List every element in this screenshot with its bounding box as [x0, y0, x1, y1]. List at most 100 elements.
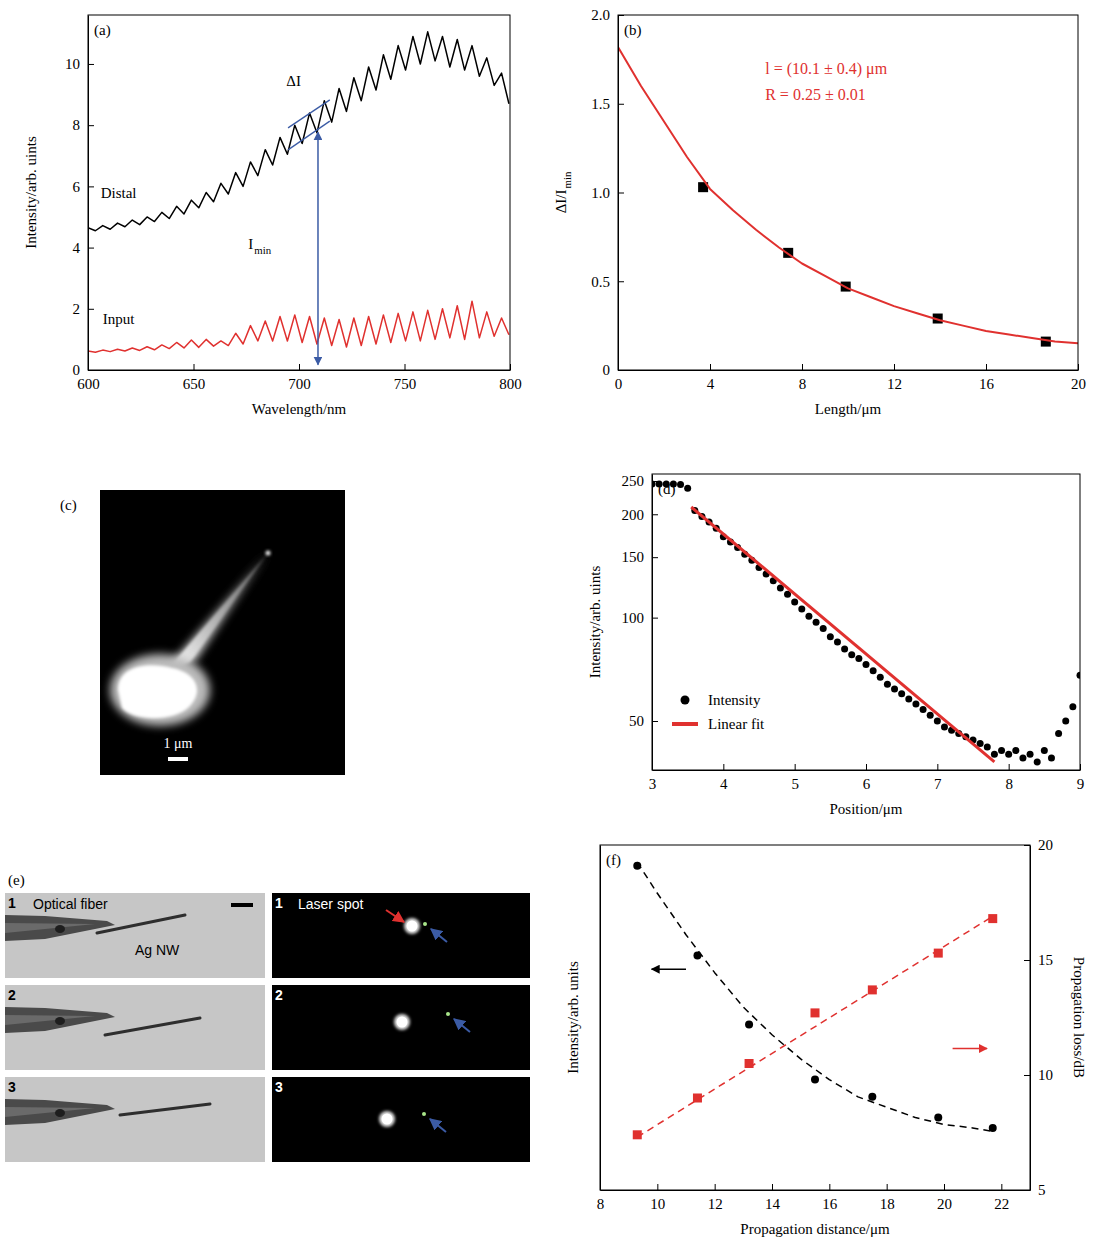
tick-label: 250	[622, 473, 645, 489]
point	[745, 1020, 753, 1028]
tick-mark	[618, 104, 624, 105]
tick: 12	[887, 364, 902, 392]
point	[820, 625, 827, 632]
tick: 22	[994, 1184, 1009, 1212]
bracket-line	[288, 100, 330, 128]
legend-swatch	[681, 696, 690, 705]
tick-mark	[1024, 960, 1030, 961]
tick-mark	[88, 186, 94, 187]
tick-label: 1.0	[591, 185, 610, 201]
point	[912, 701, 919, 708]
tick-mark	[299, 364, 300, 370]
tick-label: 4	[707, 376, 715, 392]
tick-label: 12	[887, 376, 902, 392]
emission-tip	[266, 551, 271, 556]
image-background	[272, 985, 530, 1070]
tick-label: 10	[1038, 1067, 1053, 1083]
tick: 16	[822, 1184, 838, 1212]
panel-label: (e)	[8, 872, 25, 889]
laser-spot	[407, 921, 418, 932]
excitation-spot	[118, 665, 197, 718]
laser-spot-glow	[394, 1014, 410, 1030]
point	[1034, 758, 1041, 765]
tick: 700	[288, 364, 311, 392]
point	[1077, 672, 1081, 679]
point	[877, 674, 884, 681]
spot-glow	[110, 654, 210, 726]
fiber-defect	[55, 925, 65, 933]
point	[791, 599, 798, 606]
point	[841, 646, 848, 653]
plot-area	[618, 47, 1078, 347]
image-background	[100, 490, 345, 775]
tick: 15	[1024, 952, 1053, 968]
optical-fiber	[5, 1099, 115, 1125]
y-axis-title: Intensity/arb. units	[565, 961, 581, 1074]
point	[868, 1093, 876, 1101]
image-background	[272, 1077, 530, 1162]
tick-mark	[887, 1184, 888, 1190]
fiber-defect	[55, 1109, 65, 1117]
tick-mark	[1009, 764, 1010, 770]
figure: 6006507007508000246810Wavelength/nmInten…	[0, 0, 1104, 1256]
annotation: ΔI	[286, 73, 301, 89]
x-axis-title: Wavelength/nm	[252, 401, 347, 417]
point	[934, 718, 941, 725]
tick-label: 9	[1077, 776, 1085, 792]
laser-spot	[397, 1017, 408, 1028]
panel: (e)1Optical fiberAg NWLaser spot12233	[5, 872, 530, 1162]
tick: 5	[791, 764, 799, 792]
tick-mark	[795, 764, 796, 770]
frame-number: 1	[8, 895, 16, 911]
tick-label: 6	[863, 776, 871, 792]
point	[855, 655, 862, 662]
micrograph	[272, 1077, 530, 1162]
y-axis: 00.51.01.52.0	[591, 7, 624, 378]
tick-mark	[88, 64, 94, 65]
tick: 8	[73, 117, 95, 133]
tick-label: 16	[822, 1196, 838, 1212]
point	[898, 690, 905, 697]
x-axis-title: Position/μm	[829, 801, 902, 817]
plot-area	[633, 862, 997, 1140]
point	[941, 724, 948, 731]
point	[1005, 751, 1012, 758]
tick: 10	[1024, 1067, 1053, 1083]
point	[884, 681, 891, 688]
tick-mark	[710, 364, 711, 370]
point	[891, 685, 898, 692]
tick-label: 6	[73, 179, 81, 195]
tick: 10	[65, 56, 94, 72]
tick-label: 8	[73, 117, 81, 133]
tick: 1.0	[591, 185, 624, 201]
output-spot	[423, 922, 427, 926]
silver-nanowire	[120, 1104, 210, 1115]
double-arrow	[317, 132, 319, 365]
bracket-line	[288, 121, 330, 150]
point	[798, 605, 805, 612]
y2-axis-title: Propagation loss/dB	[1071, 957, 1087, 1078]
point	[1048, 755, 1055, 762]
point	[684, 485, 691, 492]
point	[813, 619, 820, 626]
plot-area	[88, 32, 509, 352]
point	[934, 1114, 942, 1122]
point	[1041, 747, 1048, 754]
tick-label: 750	[394, 376, 417, 392]
frame-number: 3	[8, 1079, 16, 1095]
tick: 8	[1005, 764, 1013, 792]
legend-label: Linear fit	[708, 716, 765, 732]
tick-mark	[944, 1184, 945, 1190]
laser-spot	[382, 1114, 393, 1125]
tick-label: 700	[288, 376, 311, 392]
tick-mark	[88, 309, 94, 310]
tick-mark	[657, 1184, 658, 1190]
micrograph	[5, 1077, 265, 1162]
plot-frame	[88, 15, 510, 370]
tick-label: 800	[499, 376, 522, 392]
tick: 6	[73, 179, 95, 195]
point	[834, 638, 841, 645]
label-main: I	[248, 236, 253, 252]
series-label: Distal	[101, 185, 137, 201]
tick-label: 200	[622, 507, 645, 523]
